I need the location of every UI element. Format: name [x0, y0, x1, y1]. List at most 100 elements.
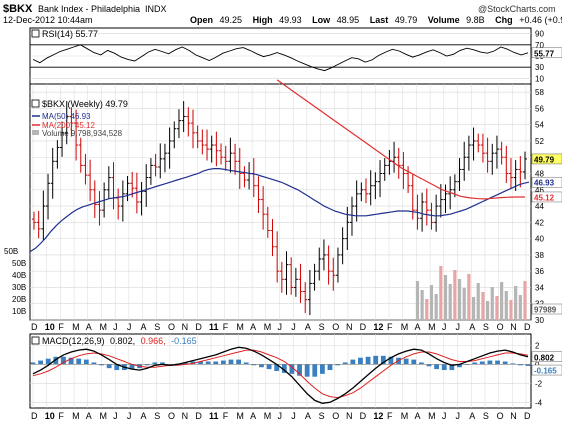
volume-bar: [425, 299, 429, 320]
rsi-layer: 907050301055.77: [30, 30, 562, 83]
volume-bar: [500, 282, 504, 320]
macd-x-label: N: [510, 411, 517, 421]
volume-bar: [495, 296, 499, 320]
macd-x-label: F: [58, 411, 64, 421]
macd-histogram-bar: [220, 360, 226, 365]
macd-histogram-bar: [525, 364, 531, 366]
macd-x-label: S: [154, 411, 160, 421]
macd-histogram-bar: [434, 364, 440, 370]
macd-tick-label: 2: [535, 341, 540, 350]
macd-x-label: D: [524, 411, 531, 421]
macd-histogram-bar: [517, 364, 523, 366]
price-x-label: 10: [45, 322, 55, 332]
price-x-label: O: [168, 322, 175, 332]
volume-badge-text: 97989: [534, 306, 557, 315]
ma200-label: MA(200) 45.12: [42, 121, 95, 130]
volume-bar: [471, 297, 476, 320]
price-x-label: 11: [209, 322, 219, 332]
macd-hist-badge: -0.165: [531, 364, 562, 376]
low-value: 48.95: [337, 15, 360, 25]
macd-x-label: M: [428, 411, 436, 421]
rsi-label: RSI(14) 55.77: [42, 29, 98, 39]
macd-histogram-bar: [495, 360, 500, 365]
price-x-label: M: [236, 322, 244, 332]
volume-tick-label: 30B: [12, 283, 26, 292]
macd-x-label: O: [332, 411, 339, 421]
volume-tick-label: 20B: [12, 295, 26, 304]
price-legend: $BKX (Weekly) 49.79 MA(50) 46.93 MA(200)…: [31, 99, 128, 138]
macd-x-label: J: [113, 411, 118, 421]
macd-histogram-bar: [182, 362, 188, 365]
price-last-badge-box: [531, 153, 562, 165]
high-value: 49.93: [279, 15, 302, 25]
macd-x-label: A: [250, 411, 256, 421]
macd-line: [32, 346, 529, 404]
price-x-label: A: [414, 322, 420, 332]
volume-bar: [509, 300, 513, 320]
volume-bar: [476, 283, 480, 320]
volume-bar: [518, 295, 522, 320]
ma50-badge-box: [531, 176, 562, 188]
macd-histogram-bar: [380, 355, 386, 365]
macd-x-label: M: [236, 411, 244, 421]
volume-bar: [481, 292, 485, 320]
macd-x-label: F: [223, 411, 229, 421]
ma200-line: [276, 79, 525, 200]
macd-histogram-bar: [213, 361, 219, 365]
macd-histogram-bar: [259, 364, 264, 368]
price-tick-label: 52: [535, 137, 544, 146]
price-x-label: M: [99, 322, 107, 332]
header-symbol: $BKX: [3, 3, 33, 15]
price-tick-label: 56: [535, 104, 544, 113]
price-x-label: M: [72, 322, 80, 332]
volume-bar: [490, 287, 494, 320]
price-x-label: A: [469, 322, 475, 332]
macd-x-label: O: [497, 411, 504, 421]
price-x-label: F: [58, 322, 64, 332]
macd-histogram-bar: [76, 358, 82, 365]
macd-histogram-bar: [99, 364, 104, 366]
price-x-label: D: [524, 322, 531, 332]
price-tick-label: 38: [535, 251, 544, 260]
price-x-label: F: [387, 322, 393, 332]
macd-x-label: A: [141, 411, 147, 421]
price-tick-label: 34: [535, 283, 544, 292]
open-value: 49.25: [220, 15, 243, 25]
volume-bar: [523, 281, 527, 320]
price-x-label: J: [291, 322, 296, 332]
volume-bar: [467, 274, 471, 320]
price-tick-label: 58: [535, 88, 544, 97]
macd-x-label: M: [264, 411, 272, 421]
volume-tick-label: 50B: [12, 259, 26, 268]
macd-layer: 20-2-4D10FMAMJJASOND11FMAMJJASOND12FMAMJ…: [30, 334, 562, 421]
volume-bar: [443, 275, 448, 320]
macd-x-label: D: [360, 411, 367, 421]
price-x-label: A: [86, 322, 92, 332]
macd-histogram-bar: [449, 364, 455, 371]
price-x-label: D: [31, 322, 38, 332]
signal-value: 0.966,: [141, 336, 166, 346]
price-x-label: A: [305, 322, 311, 332]
price-x-label: D: [195, 322, 202, 332]
macd-histogram-bar: [45, 358, 51, 365]
macd-histogram-bar: [53, 356, 59, 365]
macd-x-label: J: [278, 411, 283, 421]
macd-histogram-bar: [274, 364, 280, 371]
price-x-label: M: [401, 322, 409, 332]
price-x-label: N: [182, 322, 189, 332]
macd-x-label: O: [168, 411, 175, 421]
macd-x-label: N: [182, 411, 189, 421]
volume-bar: [485, 301, 490, 320]
price-x-label: A: [250, 322, 256, 332]
macd-value: 0.802,: [110, 336, 135, 346]
macd-x-label: A: [86, 411, 92, 421]
price-tick-label: 44: [535, 202, 544, 211]
price-x-label: 12: [373, 322, 383, 332]
macd-histogram-bar: [327, 364, 333, 371]
rsi-tick-label: 90: [535, 30, 544, 39]
macd-x-label: J: [456, 411, 461, 421]
ohlc-text: Open 49.25 High 49.93 Low 48.95 Last 49.…: [190, 15, 562, 25]
volume-bar: [429, 285, 434, 320]
macd-histogram-bar: [289, 364, 295, 374]
